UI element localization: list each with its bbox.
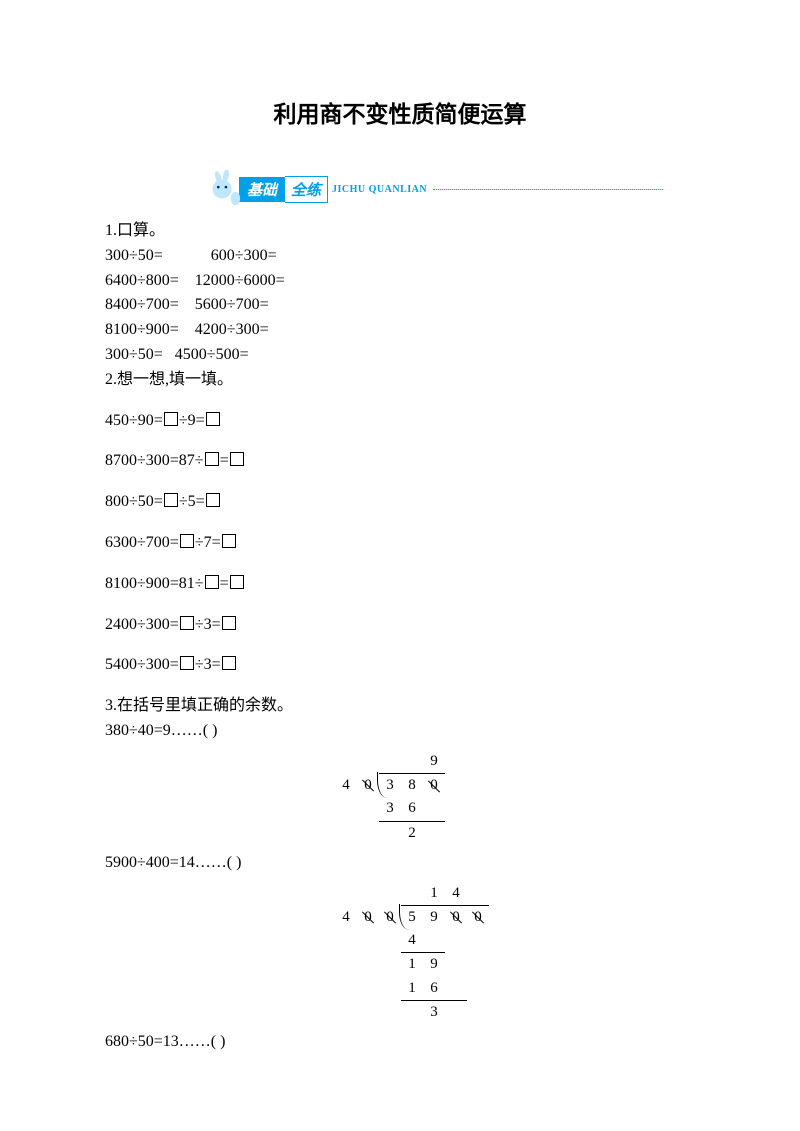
answer-box[interactable] bbox=[222, 616, 236, 630]
banner-dotline bbox=[433, 189, 663, 190]
answer-box[interactable] bbox=[164, 493, 178, 507]
answer-box[interactable] bbox=[164, 412, 178, 426]
q1-heading: 1.口算。 bbox=[105, 219, 695, 244]
q2-line: 800÷50=÷5= bbox=[105, 490, 695, 515]
banner-pinyin: JICHU QUANLIAN bbox=[332, 184, 427, 195]
q1-row: 300÷50= 600÷300= bbox=[105, 244, 695, 269]
q2-line: 6300÷700=÷7= bbox=[105, 531, 695, 556]
q2-items: 450÷90=÷9= 8700÷300=87÷= 800÷50=÷5= 6300÷70… bbox=[105, 409, 695, 679]
q1-rows: 300÷50= 600÷300=6400÷800= 12000÷6000=840… bbox=[105, 244, 695, 368]
page-title: 利用商不变性质简便运算 bbox=[105, 95, 695, 129]
q2-heading: 2.想一想,填一填。 bbox=[105, 368, 695, 393]
banner-blue-label: 基础 bbox=[239, 177, 285, 202]
q2-line: 2400÷300=÷3= bbox=[105, 613, 695, 638]
answer-box[interactable] bbox=[206, 412, 220, 426]
answer-box[interactable] bbox=[205, 452, 219, 466]
answer-box[interactable] bbox=[230, 575, 244, 589]
q1-row: 8100÷900= 4200÷300= bbox=[105, 318, 695, 343]
answer-box[interactable] bbox=[222, 656, 236, 670]
section-banner: 基础 全练 JICHU QUANLIAN bbox=[205, 169, 695, 209]
long-division: 144005900419163 bbox=[335, 882, 695, 1025]
answer-box[interactable] bbox=[180, 656, 194, 670]
q3-expression: 5900÷400=14……( ) bbox=[105, 851, 695, 876]
q2-line: 8700÷300=87÷= bbox=[105, 449, 695, 474]
q2-line: 8100÷900=81÷= bbox=[105, 572, 695, 597]
q1-row: 8400÷700= 5600÷700= bbox=[105, 293, 695, 318]
q1-row: 300÷50= 4500÷500= bbox=[105, 343, 695, 368]
answer-box[interactable] bbox=[230, 452, 244, 466]
q3-items: 380÷40=9……( ) 940380362 5900÷400=14……( ) 14… bbox=[105, 719, 695, 1055]
answer-box[interactable] bbox=[180, 616, 194, 630]
answer-box[interactable] bbox=[205, 575, 219, 589]
long-division: 940380362 bbox=[335, 750, 695, 845]
q1-row: 6400÷800= 12000÷6000= bbox=[105, 269, 695, 294]
answer-box[interactable] bbox=[222, 534, 236, 548]
answer-box[interactable] bbox=[180, 534, 194, 548]
q2-line: 450÷90=÷9= bbox=[105, 409, 695, 434]
banner-white-label: 全练 bbox=[285, 176, 328, 203]
q3-expression: 380÷40=9……( ) bbox=[105, 719, 695, 744]
answer-box[interactable] bbox=[206, 493, 220, 507]
q3-heading: 3.在括号里填正确的余数。 bbox=[105, 694, 695, 719]
q2-line: 5400÷300=÷3= bbox=[105, 653, 695, 678]
q3-expression: 680÷50=13……( ) bbox=[105, 1030, 695, 1055]
worksheet-body: 1.口算。 300÷50= 600÷300=6400÷800= 12000÷60… bbox=[105, 219, 695, 1055]
banner-badge: 基础 全练 bbox=[239, 177, 328, 201]
bunny-icon bbox=[205, 170, 243, 208]
